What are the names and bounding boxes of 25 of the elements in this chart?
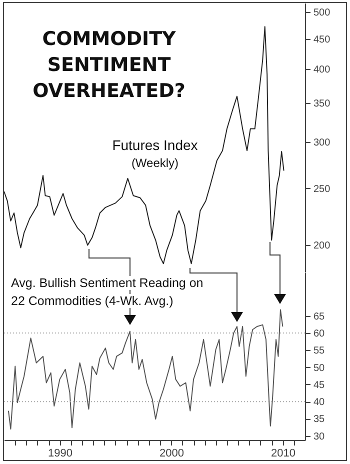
y-tick-label: 50 xyxy=(314,362,326,374)
x-tick-label: 1990 xyxy=(48,448,72,460)
y-tick-label: 300 xyxy=(314,138,331,148)
y-tick-label: 35 xyxy=(314,414,326,426)
line-series xyxy=(8,309,284,430)
annotation: 22 Commodities (4-Wk. Avg.) xyxy=(10,294,174,308)
annotation: (Weekly) xyxy=(130,156,180,170)
line-series xyxy=(4,26,284,264)
y-tick-label: 60 xyxy=(314,328,326,340)
y-tick-label: 30 xyxy=(314,431,326,442)
y-tick-label: 250 xyxy=(314,184,331,195)
y-tick-label: 500 xyxy=(314,8,331,18)
x-tick-label: 2010 xyxy=(270,448,296,460)
annotation: Futures Index xyxy=(111,137,199,153)
y-tick-label: 350 xyxy=(314,98,331,110)
annotation: Avg. Bullish Sentiment Reading on xyxy=(10,276,204,290)
x-tick-label: 2000 xyxy=(159,448,184,460)
text: COMMODITY SENTIMENT OVERHEATED? xyxy=(32,27,186,104)
y-tick-label: 450 xyxy=(314,34,331,46)
y-tick-label: 400 xyxy=(314,64,331,76)
y-tick-label: 45 xyxy=(314,380,326,391)
y-tick-label: 200 xyxy=(314,240,331,252)
y-tick-label: 65 xyxy=(314,311,326,322)
y-tick-label: 40 xyxy=(314,397,326,408)
y-tick-label: 55 xyxy=(314,346,326,357)
